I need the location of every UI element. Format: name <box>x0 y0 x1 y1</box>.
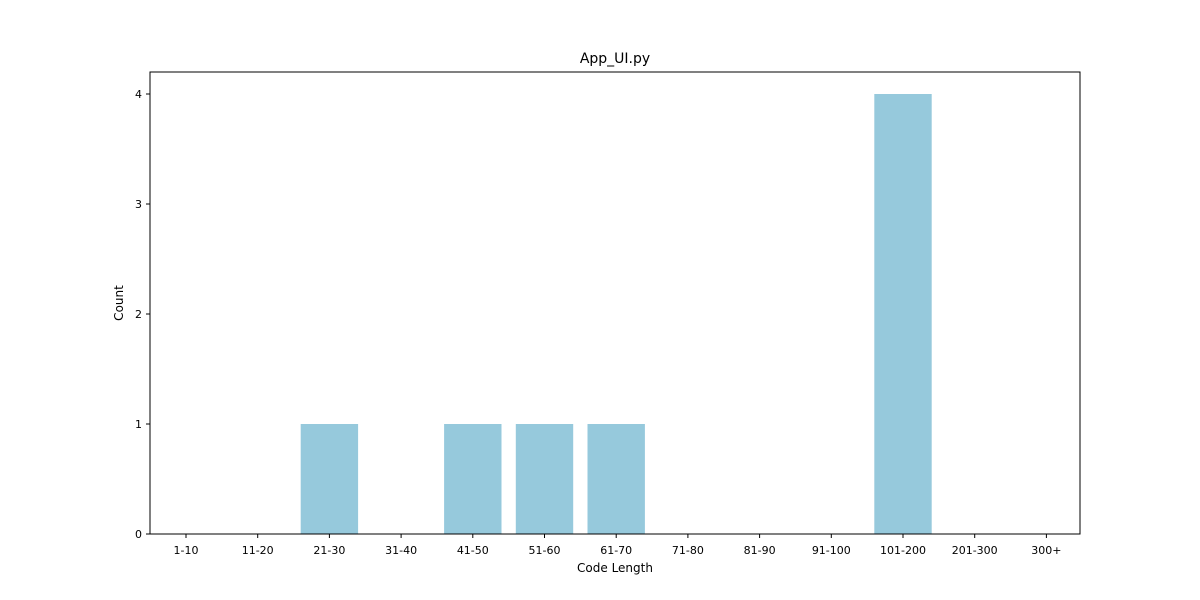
y-tick-label: 3 <box>135 198 142 211</box>
x-axis-label: Code Length <box>577 561 653 575</box>
x-tick-label: 31-40 <box>385 544 417 557</box>
bar-21-30 <box>300 424 359 534</box>
x-tick-label: 51-60 <box>529 544 561 557</box>
x-axis-ticks: 1-10 11-20 21-30 31-40 41-50 51-60 61-70 71-80 8… <box>174 534 1062 557</box>
y-tick-label: 0 <box>135 528 142 541</box>
bar-41-50 <box>444 424 502 534</box>
plot-frame <box>149 71 1081 535</box>
x-tick-label: 300+ <box>1031 544 1061 557</box>
x-tick-label: 91-100 <box>812 544 851 557</box>
bar-61-70 <box>587 424 645 534</box>
x-tick-label: 21-30 <box>313 544 345 557</box>
x-tick-label: 41-50 <box>457 544 489 557</box>
x-tick-label: 71-80 <box>672 544 704 557</box>
chart-title: App_UI.py <box>580 51 650 67</box>
y-axis-ticks: 0 1 2 3 4 <box>135 88 150 541</box>
x-tick-label: 201-300 <box>952 544 998 557</box>
y-tick-label: 2 <box>135 308 142 321</box>
bars-group <box>300 94 932 534</box>
x-tick-label: 81-90 <box>744 544 776 557</box>
x-tick-label: 101-200 <box>880 544 926 557</box>
y-tick-label: 4 <box>135 88 142 101</box>
x-tick-label: 11-20 <box>242 544 274 557</box>
bar-51-60 <box>515 424 574 534</box>
x-tick-label: 1-10 <box>174 544 199 557</box>
bar-101-200 <box>874 94 932 534</box>
y-tick-label: 1 <box>135 418 142 431</box>
y-axis-label: Count <box>112 285 126 321</box>
x-tick-label: 61-70 <box>600 544 632 557</box>
